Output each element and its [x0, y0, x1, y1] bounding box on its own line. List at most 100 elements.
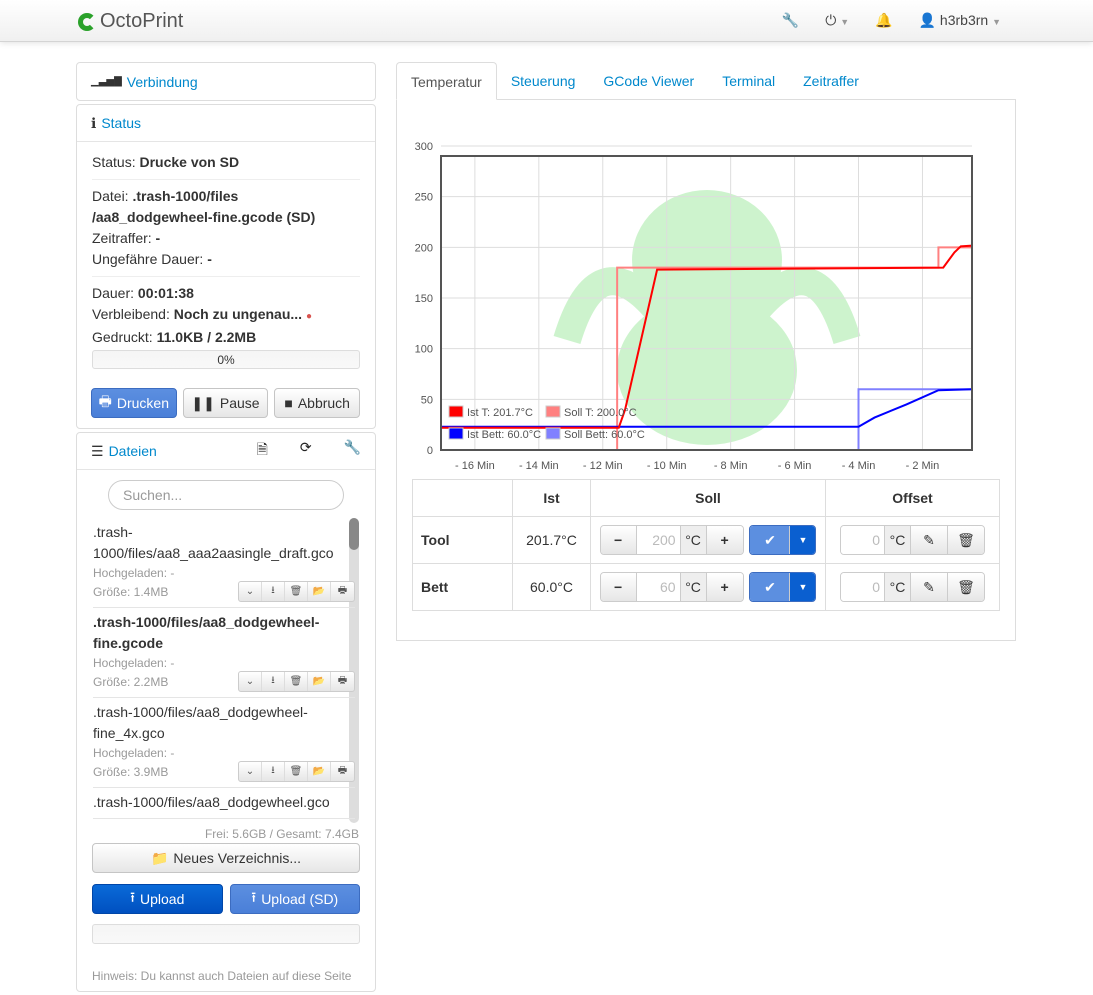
plus-icon[interactable]: +: [706, 526, 743, 554]
progress-bar: 0%: [92, 350, 360, 369]
file-item[interactable]: .trash-1000/files/aa8_dodgewheel-fine_4x…: [93, 698, 355, 788]
legend-swatch: [545, 405, 561, 418]
file-name[interactable]: .trash-1000/files/aa8_dodgewheel.gco: [93, 794, 330, 810]
file-size: Größe: 1.4MB: [93, 585, 169, 599]
legend-swatch: [545, 427, 561, 440]
series-line-2: [441, 388, 973, 428]
download-icon[interactable]: ⭳: [262, 762, 285, 781]
file-name[interactable]: .trash-1000/files/aa8_dodgewheel-fine_4x…: [93, 704, 308, 741]
minus-icon[interactable]: −: [600, 526, 637, 554]
bell-icon[interactable]: 🔔: [875, 12, 893, 28]
file-item[interactable]: .trash-1000/files/aa8_dodgewheel-fine.gc…: [93, 608, 355, 698]
scrollbar[interactable]: [349, 518, 359, 823]
series-line-0: [441, 244, 973, 429]
search-input[interactable]: Suchen...: [108, 480, 344, 510]
files-title[interactable]: Dateien: [108, 443, 157, 459]
trash-icon[interactable]: 🗑: [948, 573, 984, 601]
trash-icon[interactable]: 🗑: [285, 582, 308, 601]
offset-input[interactable]: 0: [841, 526, 885, 554]
temperature-chart: 0 50 100 150 200 250 300 - 16 Min - 14 Min - 12 M…: [415, 141, 973, 472]
minus-icon[interactable]: −: [600, 573, 637, 601]
power-icon[interactable]: ⏻ ▼: [825, 12, 850, 28]
wrench-icon[interactable]: 🔧: [343, 439, 361, 455]
signal-icon: ▁▃▅▇: [91, 76, 122, 87]
file-item[interactable]: .trash-1000/files/aa8_aaa2aasingle_draft…: [93, 518, 355, 608]
upload-sd-label: Upload (SD): [261, 891, 339, 907]
user-menu[interactable]: 👤 h3rb3rn ▼: [918, 12, 1001, 28]
tab-terminal[interactable]: Terminal: [722, 73, 776, 89]
new-folder-button[interactable]: 📁 Neues Verzeichnis...: [92, 843, 360, 873]
caret-down-icon[interactable]: ▼: [790, 573, 816, 601]
x-tick-label: - 10 Min: [647, 460, 687, 472]
tab-temperatur[interactable]: Temperatur: [396, 62, 497, 100]
folder-open-icon[interactable]: 📂: [308, 672, 331, 691]
unit: °C: [680, 526, 707, 554]
connection-title[interactable]: Verbindung: [126, 73, 198, 90]
file-name[interactable]: .trash-1000/files/aa8_aaa2aasingle_draft…: [93, 524, 334, 561]
file-icon[interactable]: 🗎: [256, 441, 268, 457]
file-name[interactable]: .trash-1000/files/aa8_dodgewheel-fine.gc…: [93, 614, 320, 651]
wrench-icon[interactable]: 🔧: [781, 12, 800, 28]
pause-button[interactable]: ❚❚ Pause: [182, 388, 269, 418]
x-tick-label: - 4 Min: [842, 460, 876, 472]
upload-icon: ⭱: [251, 889, 257, 905]
cancel-button[interactable]: ■ Abbruch: [274, 388, 361, 418]
brand-link[interactable]: OctoPrint: [78, 10, 183, 33]
brand-name: OctoPrint: [100, 10, 184, 32]
print-button[interactable]: 🖶 Drucken: [91, 388, 177, 418]
chevron-down-icon[interactable]: ⌄: [239, 762, 262, 781]
file-size: Größe: 2.2MB: [93, 675, 169, 689]
download-icon[interactable]: ⭳: [262, 672, 285, 691]
new-folder-label: Neues Verzeichnis...: [173, 850, 302, 866]
upload-button[interactable]: ⭱ Upload: [92, 884, 223, 914]
refresh-icon[interactable]: ⟳: [299, 439, 312, 455]
download-icon[interactable]: ⭳: [262, 582, 285, 601]
caret-down-icon[interactable]: ▼: [790, 526, 816, 554]
x-tick-label: - 8 Min: [714, 460, 748, 472]
tab-zeitraffer[interactable]: Zeitraffer: [803, 73, 859, 89]
print-icon[interactable]: 🖶: [337, 585, 348, 596]
offset-input[interactable]: 0: [841, 573, 885, 601]
folder-open-icon[interactable]: 📂: [308, 762, 331, 781]
tool-name: Tool: [412, 516, 513, 564]
trash-icon[interactable]: 🗑: [948, 526, 984, 554]
file-item[interactable]: .trash-1000/files/aa8_dodgewheel.gco: [93, 788, 355, 819]
pause-label: Pause: [219, 395, 260, 411]
trash-icon[interactable]: 🗑: [285, 672, 308, 691]
folder-open-icon[interactable]: 📂: [308, 582, 331, 601]
file-size: Größe: 3.9MB: [93, 765, 169, 779]
target-input[interactable]: 60: [636, 573, 681, 601]
actual-temp: 60.0°C: [512, 563, 591, 611]
target-stepper[interactable]: −60 °C +: [599, 572, 744, 602]
pencil-icon[interactable]: ✎: [911, 573, 948, 601]
target-stepper[interactable]: −200 °C +: [599, 525, 744, 555]
upload-label: Upload: [140, 891, 185, 907]
print-icon[interactable]: 🖶: [337, 765, 348, 776]
tab-steuerung[interactable]: Steuerung: [510, 73, 576, 89]
trash-icon[interactable]: 🗑: [285, 762, 308, 781]
file-uploaded: Hochgeladen: -: [93, 746, 175, 760]
time-value: 00:01:38: [137, 285, 194, 301]
connection-header[interactable]: ▁▃▅▇ Verbindung: [77, 63, 375, 100]
status-header[interactable]: ℹ Status: [77, 105, 375, 142]
time-label: Dauer:: [92, 285, 135, 301]
print-icon[interactable]: 🖶: [337, 675, 348, 686]
chevron-down-icon[interactable]: ⌄: [239, 582, 262, 601]
tab-bar: Temperatur Steuerung GCode Viewer Terminal Z…: [396, 62, 1016, 100]
check-icon[interactable]: ✔: [750, 573, 791, 601]
check-icon[interactable]: ✔: [750, 526, 791, 554]
x-tick-label: - 14 Min: [519, 460, 559, 472]
pencil-icon[interactable]: ✎: [911, 526, 948, 554]
tab-gcode-viewer[interactable]: GCode Viewer: [603, 73, 695, 89]
chevron-down-icon[interactable]: ⌄: [239, 672, 262, 691]
status-title[interactable]: Status: [101, 115, 142, 131]
target-input[interactable]: 200: [636, 526, 681, 554]
files-header[interactable]: ☰ Dateien 🗎 ⟳ 🔧: [77, 433, 375, 470]
plot-border: [440, 155, 973, 451]
unit: °C: [885, 526, 911, 554]
upload-sd-button[interactable]: ⭱ Upload (SD): [229, 884, 360, 914]
octoprint-logo-icon: [78, 12, 96, 31]
plus-icon[interactable]: +: [706, 573, 743, 601]
tool-name: Bett: [412, 563, 513, 611]
legend-label: Ist Bett: 60.0°C: [467, 429, 541, 441]
